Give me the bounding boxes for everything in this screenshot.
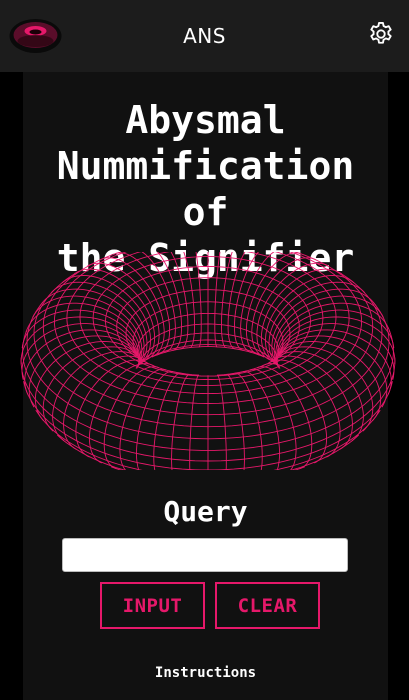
torus-wire: [276, 329, 392, 396]
torus-wire: [276, 309, 395, 367]
torus-wire: [24, 329, 140, 396]
torus-wire: [79, 252, 337, 386]
torus-wire: [20, 357, 396, 462]
torus-logo-icon[interactable]: [9, 17, 62, 55]
torus-wire: [21, 309, 140, 367]
torus-wire: [63, 355, 145, 450]
torus-wire: [153, 372, 182, 470]
torus-wire: [271, 355, 353, 450]
torus-wire: [240, 252, 275, 353]
torus-wire: [33, 273, 383, 428]
top-bar: ANS: [0, 0, 409, 72]
torus-wire: [136, 339, 280, 368]
torus-wire: [56, 434, 360, 470]
torus-wire: [137, 332, 279, 367]
page-title-line-1: Abysmal: [125, 98, 286, 142]
torus-wire: [61, 275, 151, 366]
torus-wire: [88, 363, 154, 464]
app-title: ANS: [183, 24, 226, 48]
torus-wire: [141, 252, 176, 353]
torus-wire: [171, 373, 191, 470]
torus-wire: [92, 256, 324, 380]
torus-wire: [243, 371, 280, 470]
torus-wire: [87, 262, 160, 361]
torus-wire: [268, 281, 366, 367]
page-title-line-2: Nummification of: [56, 144, 355, 234]
torus-wire: [217, 374, 227, 470]
torus-wire: [262, 363, 328, 464]
torus-wire: [54, 252, 362, 404]
gear-icon[interactable]: [367, 20, 395, 48]
torus-wire: [136, 312, 280, 360]
torus-wire: [22, 330, 394, 451]
torus-wire: [265, 275, 355, 366]
input-button[interactable]: INPUT: [100, 582, 205, 629]
torus-wire: [136, 371, 173, 470]
torus-wire: [225, 373, 245, 470]
torus-wire: [245, 252, 302, 356]
torus-wire: [25, 302, 141, 369]
torus-wire: [251, 257, 317, 358]
main-panel: Abysmal Nummification of the Signifier Q…: [20, 72, 396, 700]
torus-wire: [26, 302, 390, 440]
torus-wire: [136, 344, 280, 367]
torus-wire: [154, 346, 262, 357]
torus-wire: [35, 409, 381, 470]
query-input[interactable]: [62, 538, 348, 572]
torus-wire: [99, 257, 165, 358]
torus-wire: [234, 252, 259, 351]
query-label: Query: [163, 495, 248, 528]
torus-wire: [157, 252, 182, 351]
torus-wire: [275, 302, 391, 369]
torus-wireframe: [20, 252, 396, 470]
torus-wire: [114, 252, 171, 356]
torus-wire: [42, 252, 374, 416]
clear-button[interactable]: CLEAR: [215, 582, 320, 629]
torus-wire: [256, 262, 329, 361]
torus-wire: [66, 252, 350, 395]
wireframe-torus-illustration: [20, 252, 396, 470]
torus-wire: [23, 381, 393, 470]
torus-wire: [234, 372, 263, 470]
torus-wire: [50, 281, 148, 367]
instructions-link[interactable]: Instructions: [154, 665, 257, 681]
torus-wire: [105, 266, 311, 377]
torus-wire: [189, 374, 199, 470]
